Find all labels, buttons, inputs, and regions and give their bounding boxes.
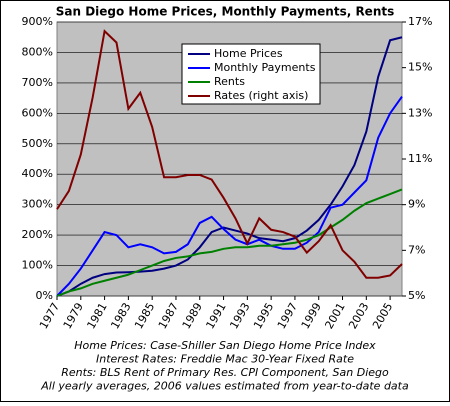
legend-label: Rates (right axis) — [214, 89, 308, 102]
y-tick-label: 400% — [22, 167, 53, 180]
legend-label: Monthly Payments — [214, 61, 316, 74]
y2-tick-label: 5% — [408, 289, 425, 302]
legend-label: Home Prices — [214, 47, 283, 60]
y-tick-label: 600% — [22, 106, 53, 119]
y-tick-label: 800% — [22, 45, 53, 58]
footnote: Rents: BLS Rent of Primary Res. CPI Comp… — [61, 366, 389, 379]
y2-tick-label: 13% — [408, 106, 432, 119]
series-line — [56, 36, 403, 297]
series-line — [56, 29, 403, 279]
y-tick-label: 300% — [22, 198, 53, 211]
footnote: Home Prices: Case-Shiller San Diego Home… — [74, 339, 376, 352]
y-tick-label: 500% — [22, 137, 53, 150]
y-tick-label: 200% — [22, 228, 53, 241]
y2-tick-label: 17% — [408, 15, 432, 28]
y-tick-label: 100% — [22, 259, 53, 272]
y-tick-label: 700% — [22, 76, 53, 89]
y-tick-label: 0% — [36, 289, 53, 302]
series-line — [56, 96, 403, 297]
y2-tick-label: 15% — [408, 61, 432, 74]
y2-tick-label: 11% — [408, 152, 432, 165]
y2-tick-label: 9% — [408, 198, 425, 211]
footnote: All yearly averages, 2006 values estimat… — [40, 380, 409, 393]
y-tick-label: 900% — [22, 15, 53, 28]
footnote: Interest Rates: Freddie Mac 30-Year Fixe… — [96, 353, 354, 366]
chart-title: San Diego Home Prices, Monthly Payments,… — [56, 5, 395, 19]
legend-label: Rents — [214, 75, 245, 88]
y2-tick-label: 7% — [408, 243, 425, 256]
series-line — [56, 188, 403, 297]
